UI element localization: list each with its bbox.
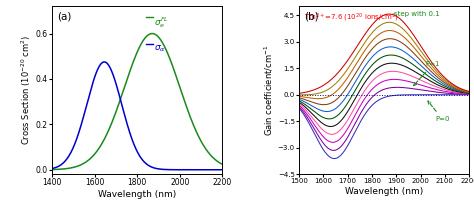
Y-axis label: Gain coefficient/cm$^{-1}$: Gain coefficient/cm$^{-1}$ bbox=[263, 45, 275, 136]
Text: $\sigma_{\alpha}$: $\sigma_{\alpha}$ bbox=[155, 43, 166, 54]
Y-axis label: Cross Section ($10^{-20}$ cm$^2$): Cross Section ($10^{-20}$ cm$^2$) bbox=[19, 35, 33, 146]
Text: (a): (a) bbox=[57, 11, 72, 21]
Text: P=0: P=0 bbox=[428, 101, 450, 122]
X-axis label: Wavelength (nm): Wavelength (nm) bbox=[345, 187, 423, 196]
X-axis label: Wavelength (nm): Wavelength (nm) bbox=[98, 190, 176, 199]
Text: $\sigma_e^{FL}$: $\sigma_e^{FL}$ bbox=[155, 15, 169, 30]
Text: step with 0.1: step with 0.1 bbox=[394, 11, 440, 17]
Text: P=1: P=1 bbox=[414, 62, 440, 85]
Text: (b): (b) bbox=[304, 11, 319, 21]
Text: Tm$^{3+}$=7.6 ($10^{20}$ ions/cm$^3$): Tm$^{3+}$=7.6 ($10^{20}$ ions/cm$^3$) bbox=[304, 11, 399, 24]
